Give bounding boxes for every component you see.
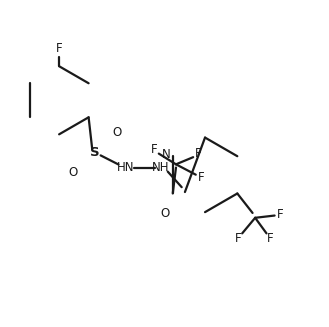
Text: F: F (56, 42, 63, 55)
Text: F: F (267, 232, 274, 245)
Text: F: F (235, 232, 241, 245)
Text: F: F (198, 171, 204, 184)
Text: HN: HN (117, 161, 134, 174)
Text: NH: NH (152, 161, 169, 174)
Text: S: S (90, 146, 100, 159)
Text: N: N (163, 148, 171, 161)
Text: F: F (151, 143, 158, 156)
Text: F: F (277, 208, 283, 221)
Text: O: O (160, 207, 169, 220)
Text: F: F (194, 147, 201, 161)
Text: O: O (112, 126, 121, 139)
Text: O: O (68, 166, 78, 179)
